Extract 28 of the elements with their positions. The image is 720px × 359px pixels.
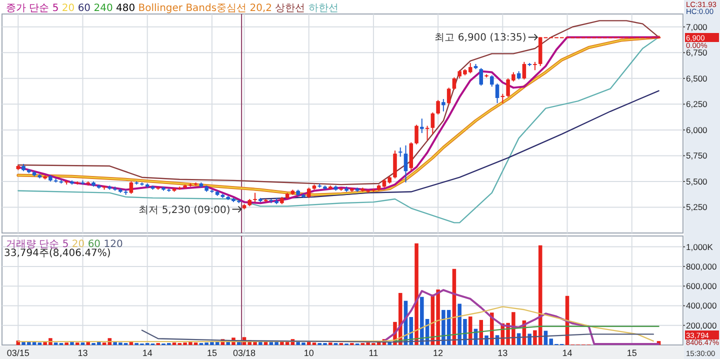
- y-tick-label: 6,250: [686, 99, 708, 110]
- y-tick-label: 5,500: [686, 176, 708, 186]
- y-tick-label: 6,500: [686, 73, 708, 84]
- y-tick-label: 6,000: [686, 124, 708, 135]
- x-tick-label: 14: [562, 348, 572, 358]
- y-tick-label: 400,000: [686, 300, 717, 311]
- y-tick-label: 7,000: [686, 22, 708, 32]
- x-tick-label: 13: [498, 348, 508, 358]
- x-tick-label: 12: [433, 348, 444, 358]
- y-tick-label: 5,250: [686, 202, 708, 212]
- x-tick-label: 14: [142, 348, 152, 358]
- y-tick-label: 600,000: [686, 281, 717, 292]
- x-tick-label: 11: [368, 348, 378, 358]
- y-tick-label: 800,000: [686, 261, 717, 272]
- x-tick-label: 03/15: [6, 348, 30, 358]
- y-tick-label: 5,750: [686, 150, 708, 161]
- x-tick-label: 10: [304, 348, 314, 358]
- x-tick-label: 03/18: [232, 348, 256, 358]
- annotation: 최고 6,900 (13:35): [434, 32, 526, 44]
- x-tick-label: 13: [78, 348, 88, 358]
- x-tick-label: 15: [626, 348, 637, 358]
- annotation: 33,794주(8,406.47%): [4, 248, 111, 259]
- y-tick-label: 200,000: [686, 320, 717, 330]
- x-tick-label: 15: [206, 348, 217, 358]
- annotation: 최저 5,230 (09:00): [138, 204, 230, 216]
- legend: 종가 단순 5 20 60 240 480 Bollinger Bands중심선 20,2 상한선 하한선: [6, 3, 338, 14]
- y-tick-label: 6,750: [686, 48, 708, 58]
- y-tick-label: 1,000K: [686, 242, 713, 252]
